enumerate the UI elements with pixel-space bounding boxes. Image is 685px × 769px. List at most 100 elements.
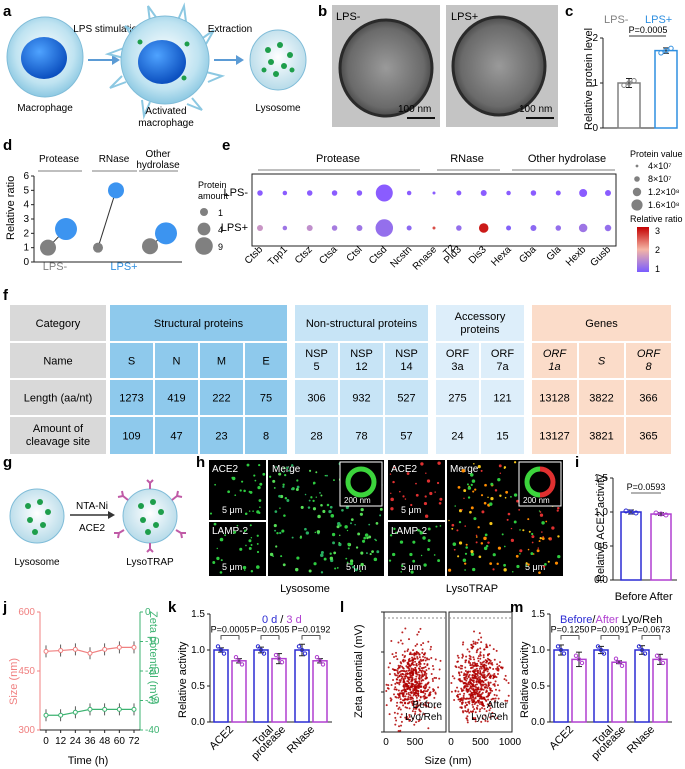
- l-point: [456, 654, 459, 657]
- l-point: [485, 691, 488, 694]
- m-point: [657, 657, 663, 662]
- h-dot-green: [399, 540, 404, 544]
- h-dot-merge: [510, 527, 513, 530]
- l-point: [407, 691, 410, 694]
- f-cell-text: S: [598, 356, 606, 368]
- m-legend-slash: /: [592, 614, 596, 626]
- l-point: [475, 701, 478, 704]
- l-point: [473, 630, 476, 633]
- d-legend-label: 4: [218, 225, 223, 235]
- l-point: [402, 681, 405, 684]
- l-point: [465, 703, 468, 706]
- m-point: [654, 653, 660, 658]
- c-bar: [654, 49, 678, 129]
- l-point: [428, 658, 431, 661]
- l-point: [401, 642, 404, 645]
- l-point: [419, 710, 422, 713]
- l-point: [404, 702, 407, 705]
- h-dot-green: [236, 524, 239, 527]
- f-group-header-cell: [110, 305, 287, 341]
- f-cell: [436, 380, 479, 415]
- f-cell: [385, 417, 428, 454]
- l-subplot-label: After: [487, 700, 509, 711]
- l-point: [482, 671, 485, 674]
- l-point: [474, 673, 477, 676]
- f-cell-text: 1a: [548, 361, 560, 373]
- h-dot-green: [322, 509, 326, 514]
- h-dot-green: [256, 534, 259, 537]
- e-point-lps-minus: [406, 190, 412, 196]
- m-point: [561, 651, 567, 656]
- k-ytick-label: 1.0: [191, 645, 205, 656]
- h-dot-green: [354, 568, 358, 572]
- l-point: [394, 682, 397, 685]
- l-point: [421, 651, 424, 654]
- d-legend-label: 1: [218, 208, 223, 218]
- f-cell-text: 3a: [451, 361, 464, 373]
- h-dot-red: [406, 472, 410, 475]
- h-dot-green: [212, 561, 216, 564]
- l-point: [408, 669, 411, 672]
- l-point: [422, 691, 425, 694]
- h-dot-merge: [492, 568, 495, 571]
- l-point: [468, 673, 471, 676]
- k-point: [239, 662, 245, 667]
- l-point: [409, 698, 412, 701]
- l-point: [414, 644, 417, 647]
- l-point: [473, 661, 476, 664]
- l-point: [481, 691, 484, 694]
- l-point: [424, 686, 427, 689]
- i-point: [628, 509, 634, 515]
- h-dot-green: [296, 485, 300, 489]
- l-point: [387, 666, 390, 669]
- l-point: [496, 666, 499, 669]
- h-caption-lysotrap: LysoTRAP: [446, 583, 498, 595]
- e-size-legend-label: 8×10⁷: [648, 174, 672, 184]
- h-dot-green: [295, 567, 299, 572]
- h-dot-green: [427, 548, 430, 551]
- l-point: [390, 640, 393, 643]
- l-point: [466, 648, 469, 651]
- l-point: [471, 674, 474, 677]
- l-point: [477, 638, 480, 641]
- l-subplot-label: Lyo/Reh: [471, 712, 508, 723]
- l-point: [431, 677, 434, 680]
- l-subplot-frame: [383, 611, 447, 733]
- l-point: [411, 702, 414, 705]
- l-point: [498, 689, 501, 692]
- e-category-label: Gba: [517, 244, 538, 265]
- l-point: [402, 678, 405, 681]
- f-cell: [155, 343, 198, 378]
- l-point: [425, 683, 428, 686]
- h-dot-merge: [483, 536, 487, 541]
- l-point: [462, 674, 465, 677]
- l-point: [424, 671, 427, 674]
- l-point: [392, 678, 395, 681]
- chart-j: Size (nm) Zeta potential (mV) Time (h) 3…: [8, 607, 160, 767]
- panel-label-a: a: [3, 3, 12, 20]
- d-ytick-label: 5: [23, 185, 29, 196]
- e-point-lps-minus: [356, 190, 363, 196]
- h-dot-merge: [453, 548, 456, 551]
- l-point: [420, 667, 423, 670]
- l-point: [475, 675, 478, 678]
- h-dot-green: [248, 510, 251, 512]
- h-dot-green: [244, 569, 246, 571]
- l-point: [461, 701, 464, 704]
- h-dot-green: [213, 522, 217, 526]
- l-point: [412, 717, 415, 720]
- l-point: [421, 674, 424, 677]
- l-point: [504, 674, 507, 677]
- h-dot-red: [437, 461, 441, 465]
- h-dot-green: [337, 522, 341, 526]
- m-point: [573, 653, 579, 658]
- panel-label-b: b: [318, 3, 327, 20]
- e-color-tick-1: 1: [655, 264, 660, 274]
- i-pvalue: P=0.0593: [627, 482, 666, 492]
- l-point: [424, 656, 427, 659]
- l-point: [408, 707, 411, 710]
- h-dot-merge: [492, 553, 496, 557]
- l-point: [472, 681, 475, 684]
- l-point: [415, 692, 418, 695]
- h-dot-green: [308, 499, 311, 502]
